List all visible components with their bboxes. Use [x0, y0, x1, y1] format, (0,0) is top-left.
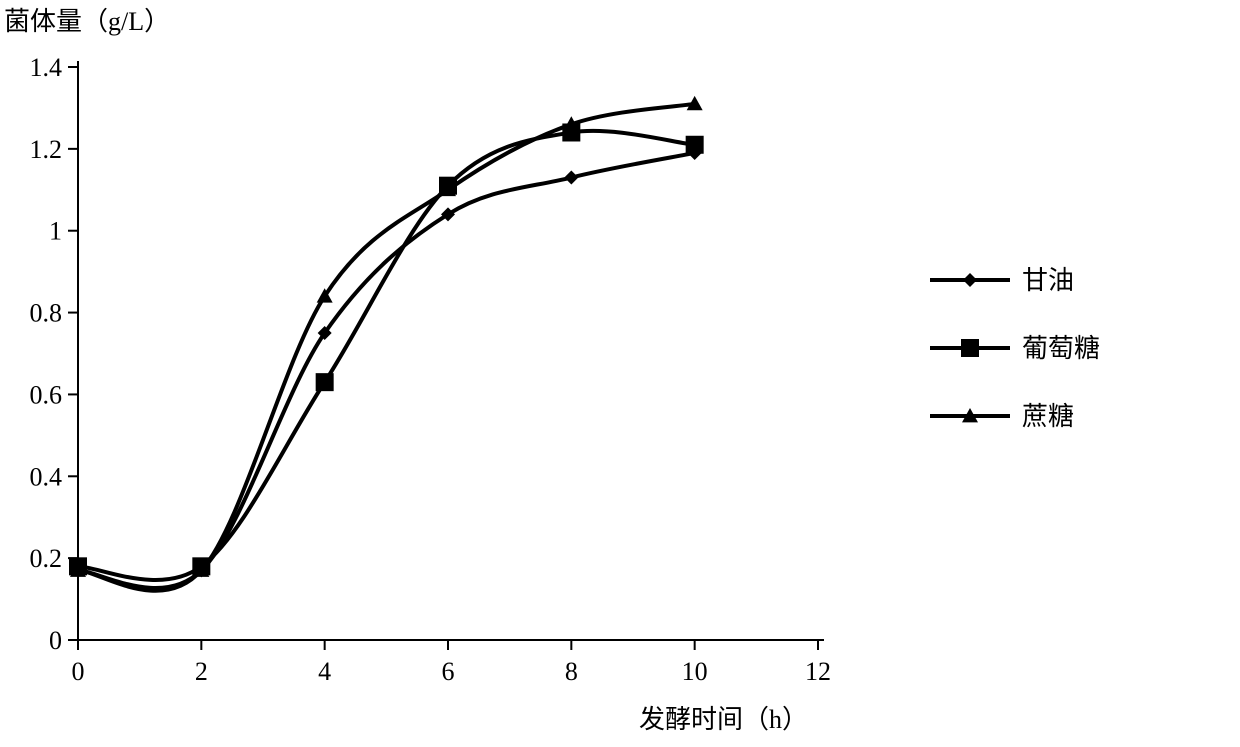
line-chart: 菌体量（g/L） 0 0.2 0.4 0.6 0.8 1 1.2 1.4 0 2 4 6 8 10 12 发酵时… [0, 0, 1240, 747]
x-tick-label: 12 [805, 657, 831, 686]
y-tick-label: 0.8 [30, 299, 63, 328]
x-tick-label: 8 [565, 657, 578, 686]
legend-label: 蔗糖 [1022, 402, 1074, 431]
x-tick-label: 4 [318, 657, 331, 686]
y-tick-label: 0.4 [30, 462, 63, 491]
legend-label: 甘油 [1022, 266, 1074, 295]
y-tick-label: 1.2 [30, 135, 63, 164]
x-tick-label: 6 [442, 657, 455, 686]
y-tick-label: 1.4 [30, 53, 63, 82]
x-tick-label: 2 [195, 657, 208, 686]
y-tick-label: 0.2 [30, 544, 63, 573]
x-tick-label: 0 [72, 657, 85, 686]
y-tick-label: 0 [49, 626, 62, 655]
legend-label: 葡萄糖 [1022, 334, 1100, 363]
y-axis-title: 菌体量（g/L） [4, 7, 170, 36]
x-tick-label: 10 [682, 657, 708, 686]
chart-container: 菌体量（g/L） 0 0.2 0.4 0.6 0.8 1 1.2 1.4 0 2 4 6 8 10 12 发酵时… [0, 0, 1240, 747]
x-axis-title: 发酵时间（h） [639, 705, 808, 734]
y-tick-label: 0.6 [30, 380, 63, 409]
y-tick-label: 1 [49, 217, 62, 246]
